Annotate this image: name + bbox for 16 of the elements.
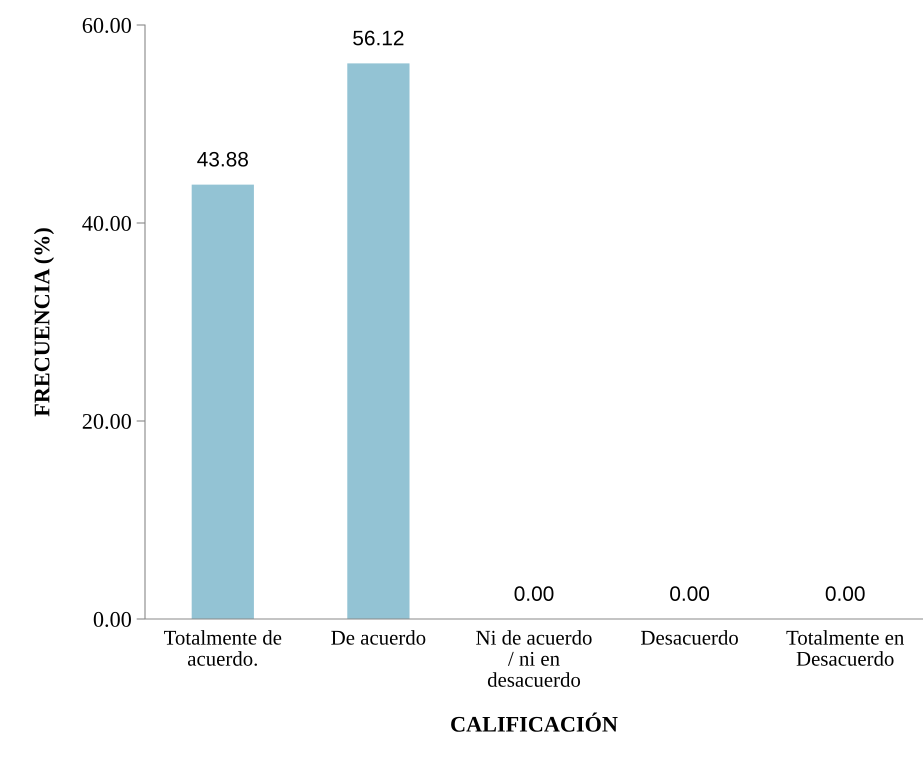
data-label: 0.00 [826,586,865,601]
x-tick-label: Totalmente en Desacuerdo [786,630,904,666]
y-tick-label: 60.00 [82,18,131,34]
y-tick-label: 0.00 [94,612,131,628]
x-tick-label: Desacuerdo [641,630,738,645]
x-tick-label: De acuerdo [331,630,426,645]
y-axis-title: FRECUENCIA (%) [34,228,54,416]
x-axis-title: CALIFICACIÓN [451,712,618,732]
data-label: 0.00 [670,586,710,601]
data-label: 43.88 [197,152,248,167]
x-tick-label: Ni de acuerdo / ni en desacuerdo [476,630,592,687]
data-label: 0.00 [514,586,554,601]
x-tick-label: Totalmente de acuerdo. [164,630,282,666]
data-label: 56.12 [353,30,404,46]
y-tick-label: 20.00 [82,414,131,430]
y-tick-label: 40.00 [82,216,131,232]
